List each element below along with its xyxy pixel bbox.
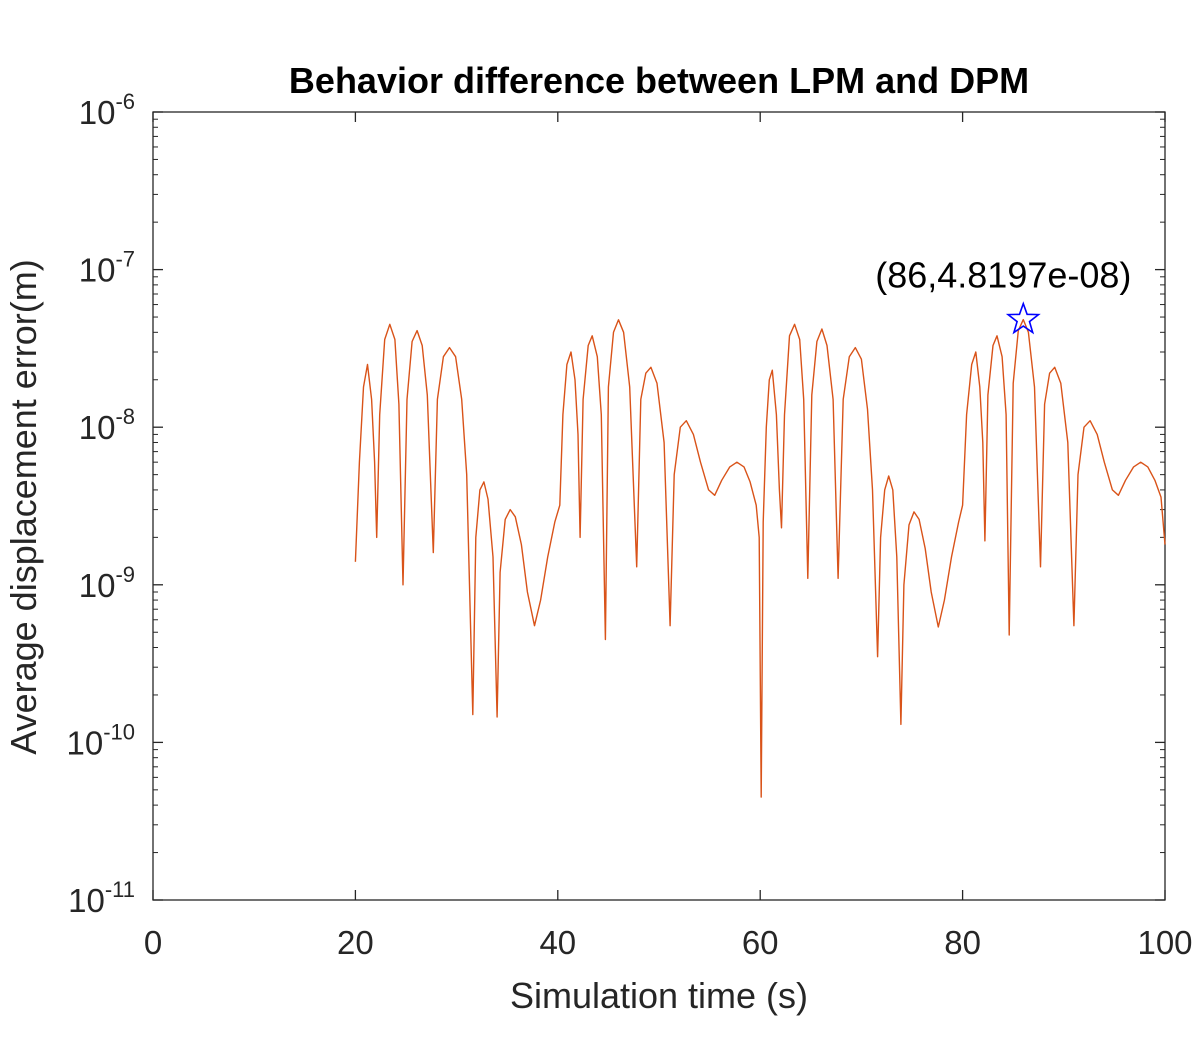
y-tick-exponent: -6 (115, 89, 135, 114)
y-tick-base: 10 (79, 409, 116, 446)
x-tick-label: 100 (1137, 924, 1192, 961)
series-line (354, 318, 1166, 798)
annotation-text: (86,4.8197e-08) (875, 255, 1131, 296)
y-tick-exponent: -7 (115, 247, 135, 272)
star-marker (1005, 301, 1041, 335)
y-tick-exponent: -10 (103, 719, 135, 744)
y-axis-label: Average displacement error(m) (3, 259, 44, 755)
axes-box (152, 111, 1166, 901)
x-axis-label: Simulation time (s) (510, 975, 808, 1016)
y-tick-exponent: -11 (105, 877, 135, 902)
y-tick-base: 10 (79, 252, 116, 289)
y-tick-exponent: -8 (115, 404, 135, 429)
y-tick-base: 10 (79, 94, 116, 131)
y-tick-label: 10-8 (79, 404, 135, 446)
y-tick-label: 10-9 (79, 562, 135, 604)
plot-area: 0 20 40 60 80 10010-1110-1010-910-810-710-6(8… (66, 89, 1192, 961)
y-tick-label: 10-11 (68, 877, 135, 919)
chart-title: Behavior difference between LPM and DPM (289, 60, 1029, 101)
y-tick-base: 10 (79, 567, 116, 604)
y-tick-exponent: -9 (115, 562, 135, 587)
y-tick-label: 10-10 (66, 719, 135, 761)
y-tick-base: 10 (66, 724, 103, 761)
y-tick-label: 10-7 (79, 247, 135, 289)
y-tick-base: 10 (68, 882, 105, 919)
x-tick-label: 20 (337, 924, 374, 961)
x-tick-label: 60 (742, 924, 779, 961)
x-tick-label: 40 (539, 924, 576, 961)
y-tick-label: 10-6 (79, 89, 135, 131)
x-tick-label: 80 (944, 924, 981, 961)
x-tick-label: 0 (144, 924, 162, 961)
